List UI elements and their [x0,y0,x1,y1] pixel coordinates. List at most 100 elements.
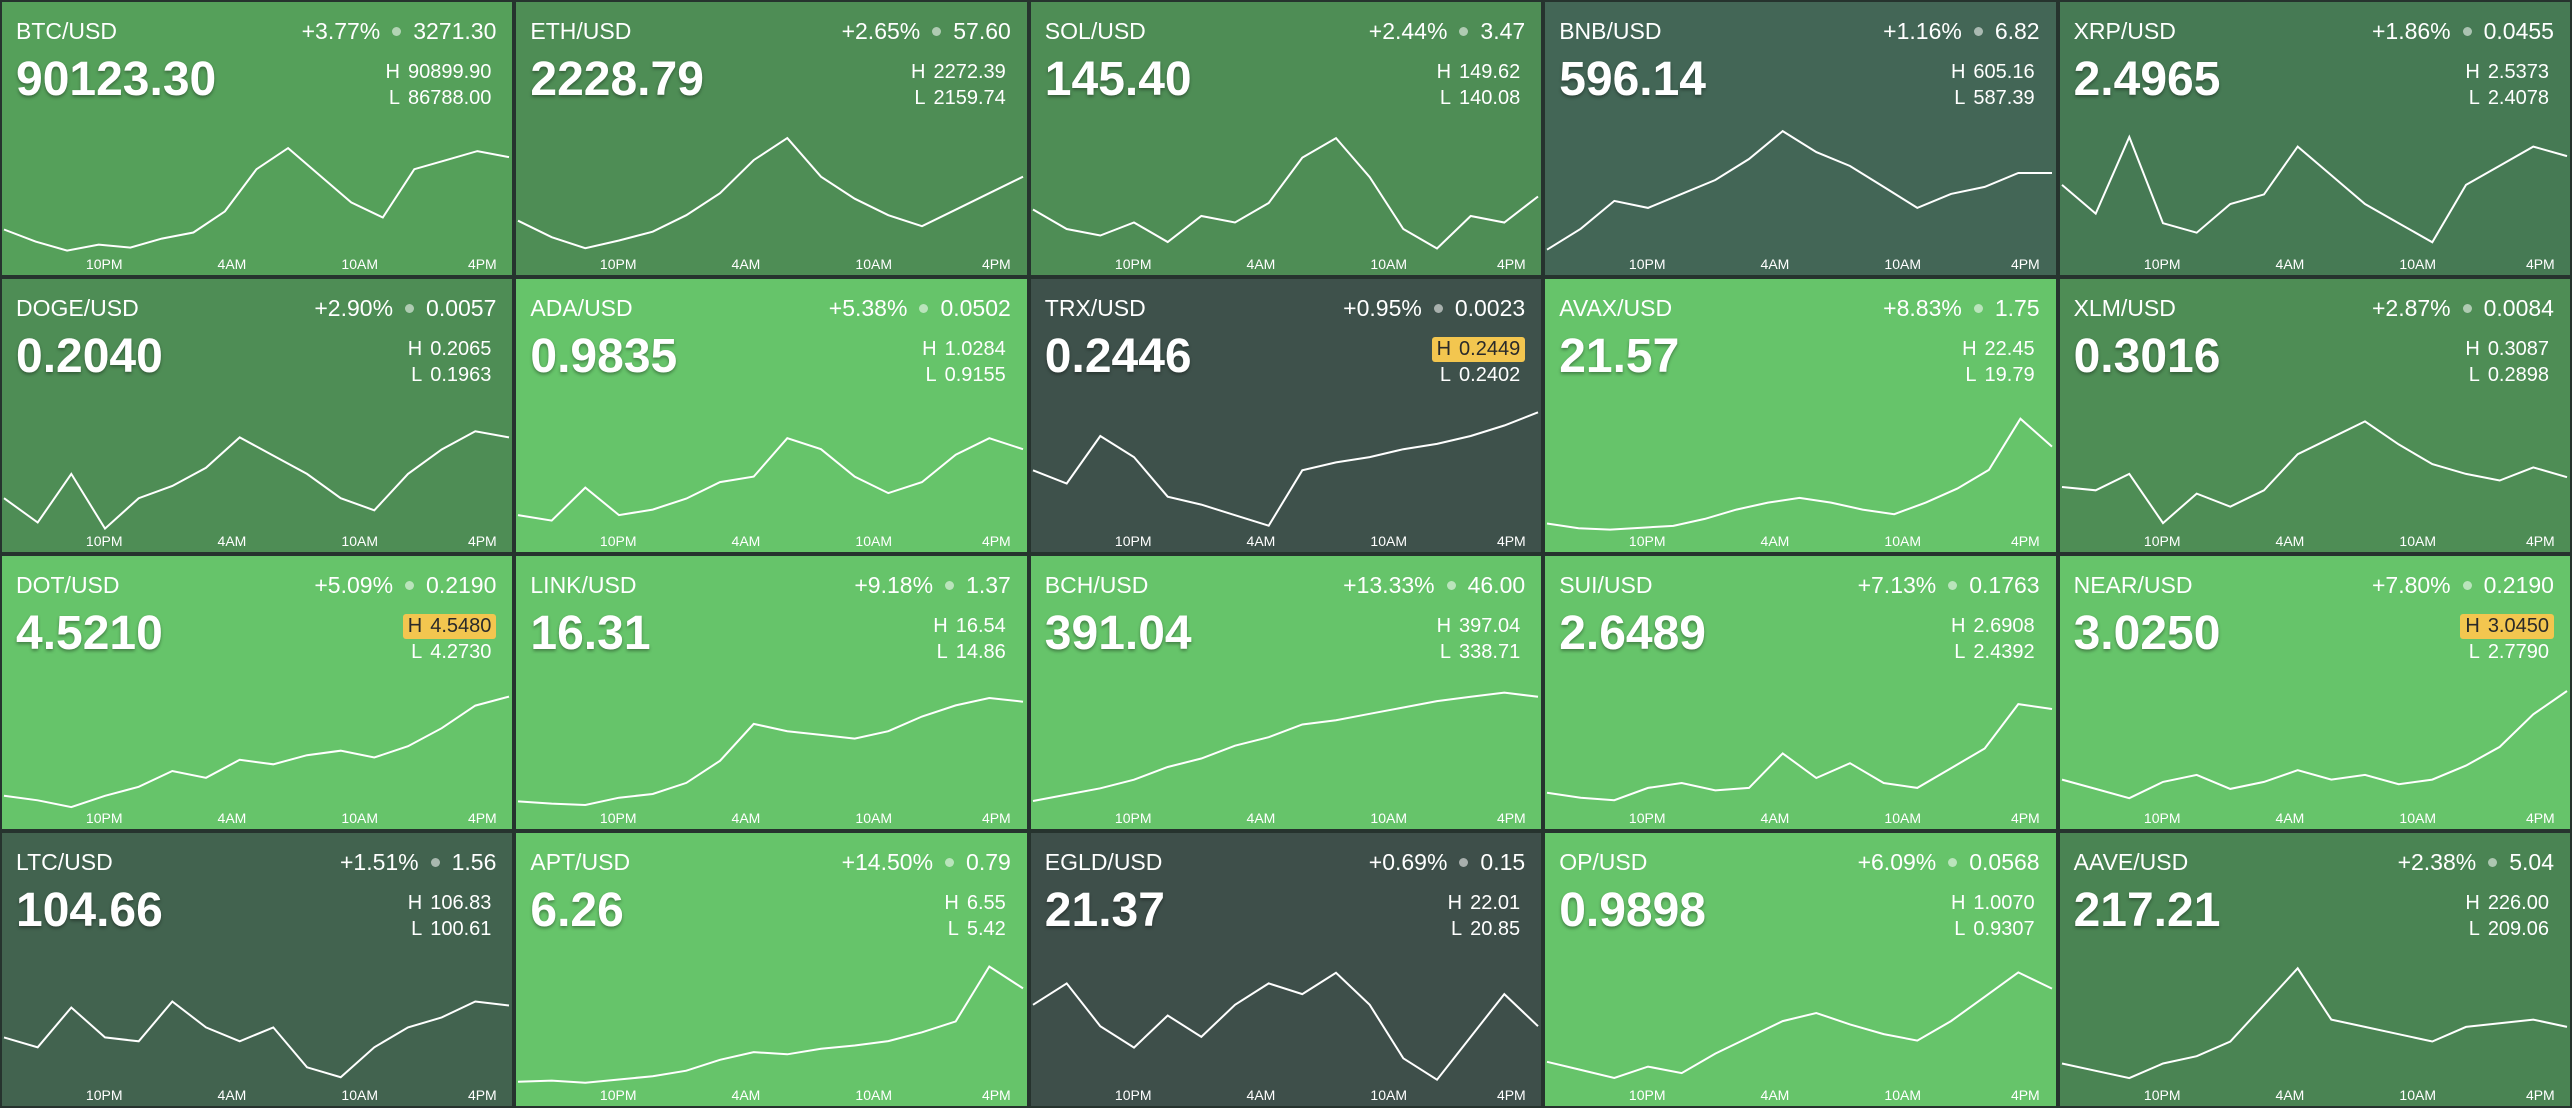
time-label: 4AM [1246,533,1275,549]
low-row: L 2.4078 [2464,86,2554,111]
time-label: 4AM [2275,810,2304,826]
high-row: H 226.00 [2460,891,2554,916]
price: 596.14 [1559,53,1706,106]
time-label: 10AM [341,1087,378,1103]
high-row: H 16.54 [928,614,1011,639]
change-amount: 46.00 [1467,572,1526,598]
time-label: 4PM [2011,810,2040,826]
low-row: L 209.06 [2464,917,2554,942]
time-label: 4PM [2011,1087,2040,1103]
pair-label: SUI/USD [1559,572,1653,598]
price: 104.66 [16,884,163,937]
sparkline-chart: 10PM 4AM 10AM 4PM [3,1000,510,1103]
time-label: 4PM [468,533,497,549]
time-label: 4AM [1246,810,1275,826]
time-label: 4AM [732,810,761,826]
time-label: 10PM [600,1087,637,1103]
low-box: L 2.4078 [2464,86,2554,111]
price: 2228.79 [530,53,704,106]
high-row: H 2.5373 [2460,60,2554,85]
time-label: 10PM [86,810,123,826]
time-label: 4PM [2011,533,2040,549]
time-label: 10AM [856,1087,893,1103]
high-box: H 0.2065 [403,337,497,362]
time-label: 4AM [218,256,247,272]
high-box: H 106.83 [403,891,497,916]
change-percent: +1.51% [339,849,419,875]
high-value: 397.04 [1459,615,1521,637]
low-row: L 86788.00 [384,86,497,111]
low-label: L [1954,641,1966,663]
price: 0.9898 [1559,884,1706,937]
change-row: +2.38% 5.04 [2398,849,2554,876]
high-row: H 0.3087 [2460,337,2554,362]
time-label: 10PM [86,533,123,549]
price: 4.5210 [16,607,163,660]
low-value: 19.79 [1984,364,2035,386]
ticker-tile: BCH/USD +13.33% 46.00 391.04 H 397.04 L 338.71 1… [1030,556,1542,829]
sparkline-chart: 10PM 4AM 10AM 4PM [2061,690,2568,826]
high-label: H [407,892,423,914]
sparkline-chart: 10PM 4AM 10AM 4PM [1032,411,1539,549]
ticker-tile: ADA/USD +5.38% 0.0502 0.9835 H 1.0284 L 0.9155 1… [516,279,1027,552]
low-label: L [1451,918,1463,940]
low-row: L 14.86 [932,640,1011,665]
time-label: 10AM [856,256,893,272]
high-label: H [407,338,423,360]
high-row: H 397.04 [1432,614,1526,639]
change-amount: 0.2190 [426,572,497,598]
time-label: 4PM [468,1087,497,1103]
high-row: H 22.01 [1443,891,1526,916]
separator-dot [1973,304,1983,313]
low-row: L 338.71 [1435,640,1525,665]
time-label: 10AM [1370,1087,1407,1103]
time-label: 10PM [86,1087,123,1103]
high-box: H 2272.39 [906,60,1011,85]
ticker-tile: ETH/USD +2.65% 57.60 2228.79 H 2272.39 L 2159.7… [516,2,1027,275]
time-label: 10PM [1629,256,1666,272]
low-row: L 2.7790 [2464,640,2554,665]
sparkline-chart: 10PM 4AM 10AM 4PM [1547,703,2053,826]
high-value: 6.55 [966,892,1006,914]
pair-label: LINK/USD [530,572,637,598]
separator-dot [919,304,929,313]
low-value: 140.08 [1459,87,1521,109]
low-label: L [1439,87,1452,109]
time-label: 4AM [732,256,761,272]
high-box: H 605.16 [1946,60,2040,85]
high-box: H 0.3087 [2460,337,2554,362]
low-value: 587.39 [1973,87,2035,109]
change-percent: +1.16% [1883,18,1962,44]
high-label: H [1962,338,1977,360]
ticker-tile: LINK/USD +9.18% 1.37 16.31 H 16.54 L 14.86 10PM 4… [516,556,1027,829]
change-percent: +0.69% [1368,849,1448,875]
high-row: H 22.45 [1957,337,2040,362]
sparkline [518,965,1024,1084]
high-value: 0.2449 [1459,338,1521,360]
high-box: H 0.2449 [1431,337,1526,362]
low-row: L 19.79 [1960,363,2039,388]
change-percent: +2.90% [314,295,394,321]
ticker-tile: LTC/USD +1.51% 1.56 104.66 H 106.83 L 100.61 10P… [2,833,513,1106]
price: 0.3016 [2073,330,2221,383]
sparkline [2060,134,2567,244]
sparkline-chart: 10PM 4AM 10AM 4PM [517,136,1024,272]
time-label: 10PM [2144,533,2181,549]
time-label: 10PM [2144,256,2181,272]
time-label: 10AM [1370,533,1407,549]
low-box: L 140.08 [1435,86,1525,111]
time-label: 10PM [1629,533,1666,549]
change-amount: 0.0455 [2483,18,2554,44]
change-percent: +3.77% [301,18,381,44]
high-row: H 3.0450 [2460,614,2554,639]
pair-label: ADA/USD [530,295,633,321]
low-value: 209.06 [2487,918,2549,940]
high-value: 3.0450 [2487,615,2549,637]
pair-label: AVAX/USD [1559,295,1673,321]
high-value: 0.2065 [430,338,492,360]
time-label: 10AM [1370,256,1407,272]
low-value: 86788.00 [407,87,492,109]
change-amount: 3.47 [1480,18,1526,44]
change-amount: 3271.30 [413,18,497,44]
